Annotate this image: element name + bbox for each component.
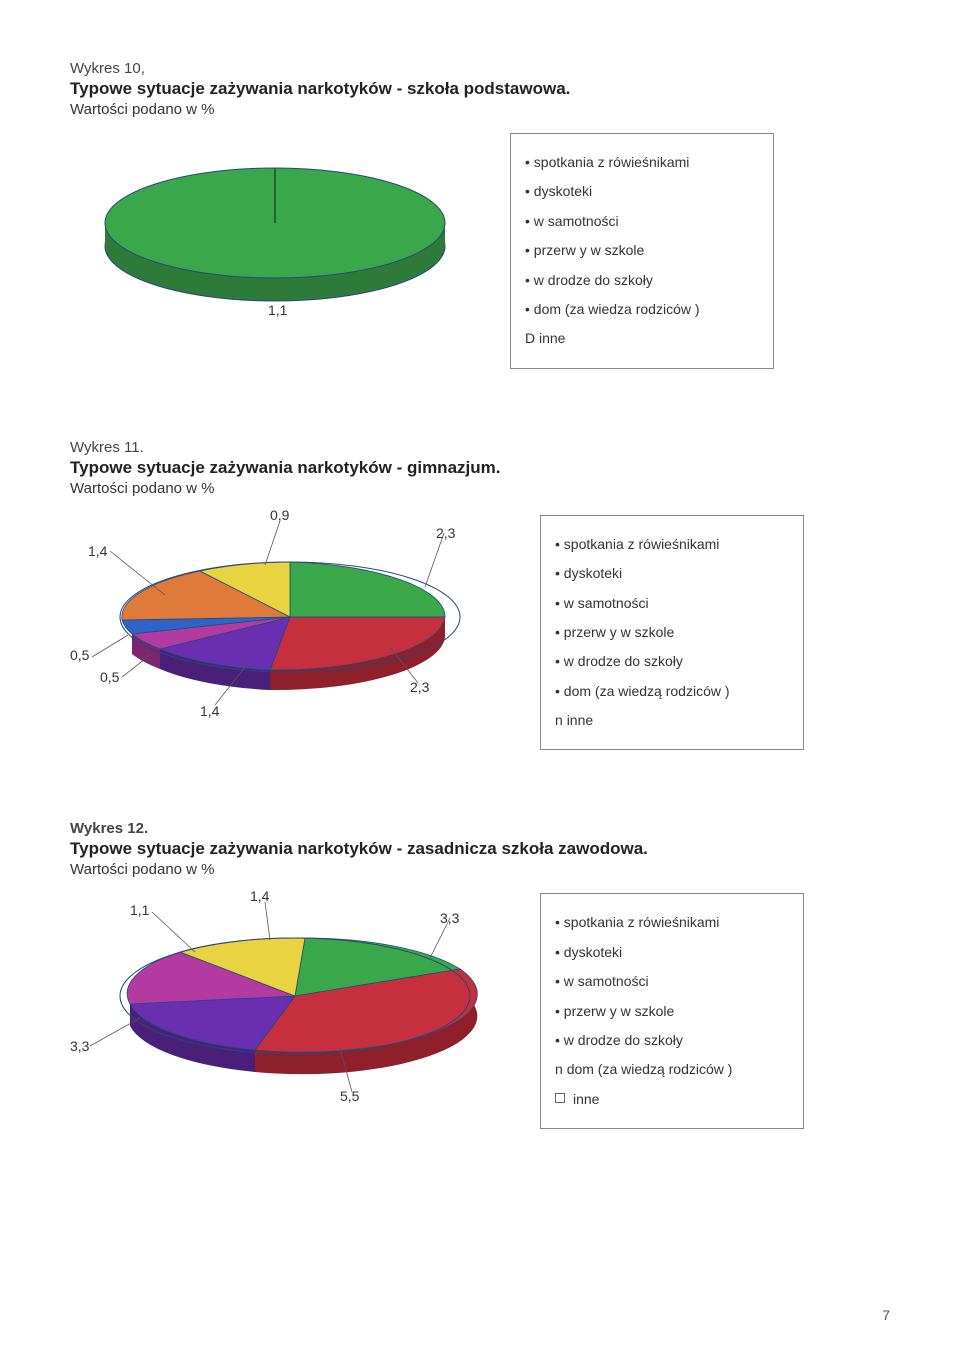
- legend-item: inne: [555, 1085, 785, 1114]
- data-label: 1,1: [268, 302, 287, 318]
- data-label: 0,5: [70, 647, 89, 663]
- legend-text: dom (za wiedza rodziców ): [534, 301, 700, 317]
- legend-item: • przerw y w szkole: [525, 236, 755, 265]
- legend-box: • spotkania z rówieśnikami • dyskoteki •…: [510, 133, 774, 369]
- legend-item: • spotkania z rówieśnikami: [555, 908, 785, 937]
- data-label: 1,4: [250, 888, 269, 904]
- data-label: 2,3: [410, 679, 429, 695]
- chart-title: Typowe sytuacje zażywania narkotyków - g…: [70, 458, 890, 478]
- legend-item: • w samotności: [555, 589, 785, 618]
- data-label: 3,3: [440, 910, 459, 926]
- page-number: 7: [882, 1307, 890, 1323]
- chart-title: Typowe sytuacje zażywania narkotyków - z…: [70, 839, 890, 859]
- chart-row: 0,9 2,3 1,4 0,5 0,5 1,4 2,3 • spotkania …: [70, 507, 890, 751]
- data-label: 5,5: [340, 1088, 359, 1104]
- legend-item: • dom (za wiedzą rodziców ): [555, 677, 785, 706]
- data-label: 0,5: [100, 669, 119, 685]
- chart-number: Wykres 12.: [70, 820, 890, 837]
- legend-text: inne: [567, 712, 593, 728]
- legend-item: • przerw y w szkole: [555, 618, 785, 647]
- legend-item: • przerw y w szkole: [555, 997, 785, 1026]
- chart-subtitle: Wartości podano w %: [70, 861, 890, 878]
- legend-item: • w samotności: [555, 967, 785, 996]
- square-icon: [555, 1093, 565, 1103]
- legend-item: n inne: [555, 706, 785, 735]
- pie-chart-12: 1,4 1,1 3,3 3,3 5,5: [70, 888, 510, 1113]
- data-label: 0,9: [270, 507, 289, 523]
- legend-text: w samotności: [564, 973, 649, 989]
- legend-text: dyskoteki: [564, 565, 622, 581]
- data-label: 3,3: [70, 1038, 89, 1054]
- legend-item: • w drodze do szkoły: [555, 1026, 785, 1055]
- pie-chart-10: 1,1: [70, 128, 480, 328]
- chart-row: 1,1 • spotkania z rówieśnikami • dyskote…: [70, 128, 890, 369]
- legend-text: spotkania z rówieśnikami: [564, 914, 720, 930]
- legend-text: inne: [539, 330, 565, 346]
- pie-chart-11: 0,9 2,3 1,4 0,5 0,5 1,4 2,3: [70, 507, 510, 727]
- section-wykres-12: Wykres 12. Typowe sytuacje zażywania nar…: [70, 820, 890, 1129]
- legend-text: przerw y w szkole: [564, 1003, 674, 1019]
- legend-text: dyskoteki: [534, 183, 592, 199]
- data-label: 1,4: [88, 543, 107, 559]
- chart-number: Wykres 11.: [70, 439, 890, 456]
- legend-text: przerw y w szkole: [564, 624, 674, 640]
- legend-item: • spotkania z rówieśnikami: [555, 530, 785, 559]
- legend-item: • w drodze do szkoły: [525, 266, 755, 295]
- legend-text: spotkania z rówieśnikami: [534, 154, 690, 170]
- chart-subtitle: Wartości podano w %: [70, 101, 890, 118]
- legend-box: • spotkania z rówieśnikami • dyskoteki •…: [540, 515, 804, 751]
- legend-item: • w drodze do szkoły: [555, 647, 785, 676]
- chart-row: 1,4 1,1 3,3 3,3 5,5 • spotkania z rówieś…: [70, 888, 890, 1129]
- data-label: 1,1: [130, 902, 149, 918]
- legend-item: • dom (za wiedza rodziców ): [525, 295, 755, 324]
- legend-text: dom (za wiedzą rodziców ): [567, 1061, 733, 1077]
- legend-text: w drodze do szkoły: [564, 653, 683, 669]
- legend-item: • dyskoteki: [555, 938, 785, 967]
- data-label: 2,3: [436, 525, 455, 541]
- legend-text: inne: [573, 1091, 599, 1107]
- legend-text: w drodze do szkoły: [534, 272, 653, 288]
- legend-text: dom (za wiedzą rodziców ): [564, 683, 730, 699]
- chart-title: Typowe sytuacje zażywania narkotyków - s…: [70, 79, 890, 99]
- legend-item: • w samotności: [525, 207, 755, 236]
- legend-text: przerw y w szkole: [534, 242, 644, 258]
- page: Wykres 10, Typowe sytuacje zażywania nar…: [0, 0, 960, 1353]
- chart-number: Wykres 10,: [70, 60, 890, 77]
- legend-text: w samotności: [534, 213, 619, 229]
- legend-text: dyskoteki: [564, 944, 622, 960]
- pie-svg: [70, 128, 480, 318]
- legend-text: w drodze do szkoły: [564, 1032, 683, 1048]
- data-label: 1,4: [200, 703, 219, 719]
- legend-item: • spotkania z rówieśnikami: [525, 148, 755, 177]
- legend-text: spotkania z rówieśnikami: [564, 536, 720, 552]
- legend-text: w samotności: [564, 595, 649, 611]
- legend-item: • dyskoteki: [555, 559, 785, 588]
- section-wykres-10: Wykres 10, Typowe sytuacje zażywania nar…: [70, 60, 890, 369]
- legend-item: n dom (za wiedzą rodziców ): [555, 1055, 785, 1084]
- legend-item: D inne: [525, 324, 755, 353]
- legend-item: • dyskoteki: [525, 177, 755, 206]
- chart-subtitle: Wartości podano w %: [70, 480, 890, 497]
- section-wykres-11: Wykres 11. Typowe sytuacje zażywania nar…: [70, 439, 890, 751]
- legend-box: • spotkania z rówieśnikami • dyskoteki •…: [540, 893, 804, 1129]
